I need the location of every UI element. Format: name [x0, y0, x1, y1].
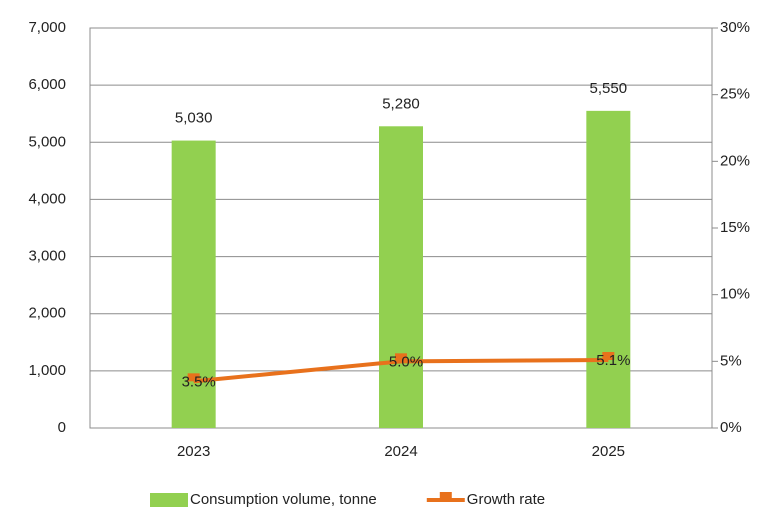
y-tick-label: 5,000 — [28, 133, 66, 150]
y2-tick-label: 5% — [720, 352, 742, 369]
bar-value-label: 5,550 — [590, 80, 628, 97]
y-tick-label: 0 — [58, 419, 66, 436]
legend-label: Consumption volume, tonne — [190, 491, 377, 508]
line-value-label: 5.1% — [596, 352, 630, 369]
legend-marker — [439, 492, 452, 500]
y2-tick-label: 25% — [720, 86, 750, 103]
y2-tick-label: 30% — [720, 19, 750, 36]
line-value-label: 5.0% — [389, 353, 423, 370]
line-marker — [187, 373, 200, 382]
y2-tick-label: 20% — [720, 152, 750, 169]
y2-tick-label: 15% — [720, 219, 750, 236]
y2-tick-label: 10% — [720, 286, 750, 303]
x-tick-label: 2025 — [592, 443, 625, 460]
y-tick-label: 7,000 — [28, 19, 66, 36]
y-tick-label: 2,000 — [28, 305, 66, 322]
legend-label: Growth rate — [467, 491, 545, 508]
x-tick-label: 2024 — [384, 443, 417, 460]
x-tick-label: 2023 — [177, 443, 210, 460]
y-tick-label: 4,000 — [28, 190, 66, 207]
y-tick-label: 6,000 — [28, 76, 66, 93]
y2-tick-label: 0% — [720, 419, 742, 436]
line-marker — [602, 352, 615, 360]
line-marker — [395, 353, 407, 362]
bar — [586, 110, 631, 428]
bar-value-label: 5,030 — [175, 110, 213, 127]
y-tick-label: 1,000 — [28, 362, 66, 379]
y-tick-label: 3,000 — [28, 248, 66, 265]
line-value-label: 3.5% — [182, 373, 216, 390]
bar — [379, 126, 423, 429]
bar-value-label: 5,280 — [382, 95, 420, 112]
legend-swatch — [150, 493, 188, 507]
